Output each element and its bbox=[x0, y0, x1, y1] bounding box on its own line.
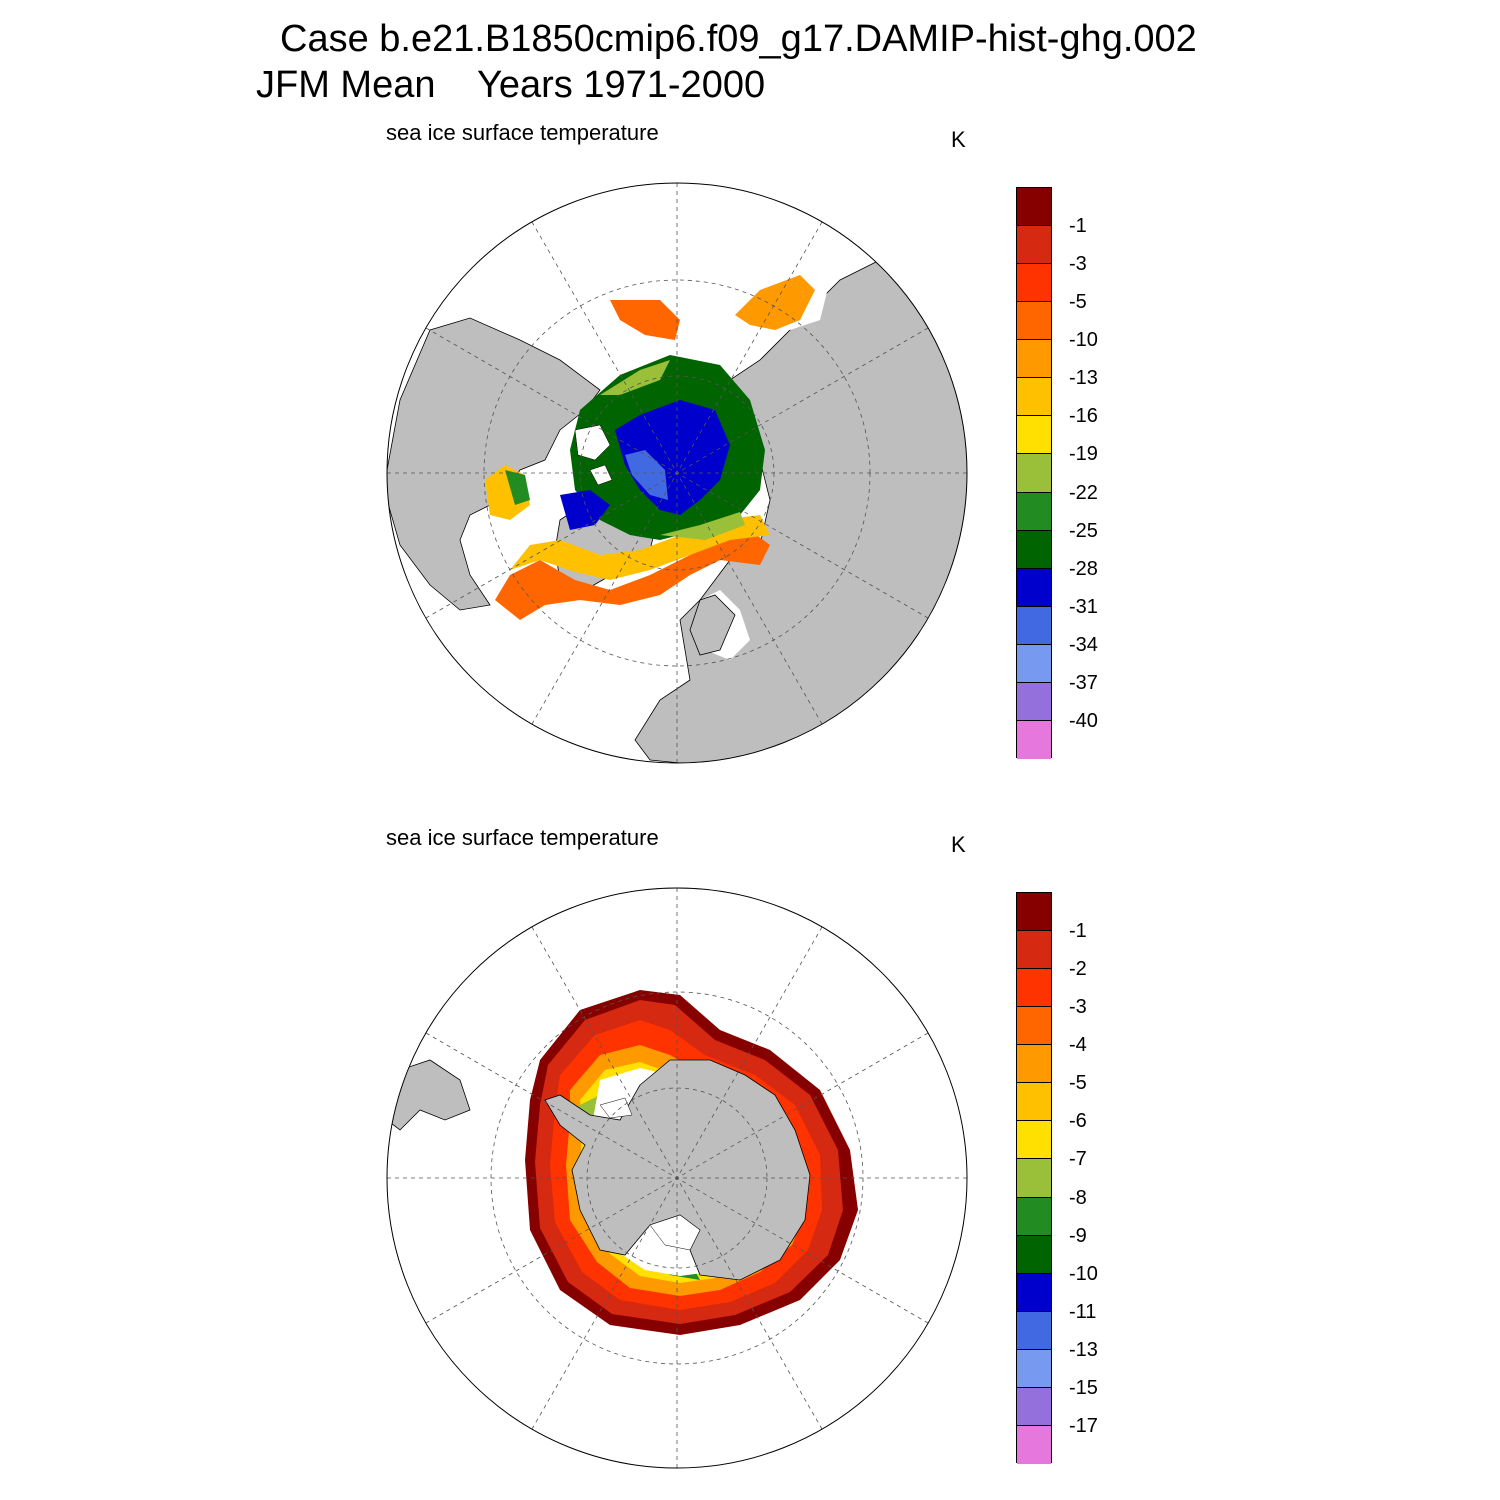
colorbar-tick-label: -15 bbox=[1069, 1376, 1098, 1399]
colorbar-swatch bbox=[1017, 682, 1051, 721]
colorbar-swatch bbox=[1017, 454, 1051, 493]
colorbar-swatch bbox=[1017, 1311, 1051, 1350]
case-title: Case b.e21.B1850cmip6.f09_g17.DAMIP-hist… bbox=[280, 18, 1197, 60]
south-polar-map bbox=[387, 888, 967, 1468]
south-map-border bbox=[386, 887, 968, 1469]
colorbar-tick-label: -11 bbox=[1069, 1300, 1097, 1323]
colorbar-tick-label: -4 bbox=[1069, 1034, 1087, 1057]
south-colorbar bbox=[1016, 892, 1052, 1464]
colorbar-tick-label: -10 bbox=[1069, 1262, 1098, 1285]
season-years-title: JFM Mean Years 1971-2000 bbox=[256, 64, 765, 107]
colorbar-swatch bbox=[1017, 1159, 1051, 1198]
colorbar-tick-label: -1 bbox=[1069, 920, 1087, 943]
colorbar-tick-label: -1 bbox=[1069, 215, 1087, 238]
colorbar-swatch bbox=[1017, 1273, 1051, 1312]
bering-sea-ice bbox=[610, 300, 680, 340]
colorbar-tick-label: -3 bbox=[1069, 996, 1087, 1019]
north-graticule bbox=[387, 183, 967, 763]
colorbar-swatch bbox=[1017, 416, 1051, 455]
colorbar-swatch bbox=[1017, 606, 1051, 645]
colorbar-swatch bbox=[1017, 720, 1051, 759]
colorbar-swatch bbox=[1017, 492, 1051, 531]
colorbar-swatch bbox=[1017, 893, 1051, 932]
colorbar-swatch bbox=[1017, 969, 1051, 1008]
colorbar-swatch bbox=[1017, 302, 1051, 341]
colorbar-tick-label: -8 bbox=[1069, 1186, 1087, 1209]
colorbar-swatch bbox=[1017, 1349, 1051, 1388]
colorbar-swatch bbox=[1017, 1045, 1051, 1084]
colorbar-swatch bbox=[1017, 644, 1051, 683]
colorbar-tick-label: -17 bbox=[1069, 1414, 1098, 1437]
colorbar-tick-label: -16 bbox=[1069, 405, 1098, 428]
north-map-border bbox=[386, 182, 968, 764]
colorbar-tick-label: -5 bbox=[1069, 1072, 1087, 1095]
colorbar-swatch bbox=[1017, 1425, 1051, 1464]
colorbar-swatch bbox=[1017, 340, 1051, 379]
north-panel-title: sea ice surface temperature bbox=[386, 120, 659, 145]
colorbar-swatch bbox=[1017, 1387, 1051, 1426]
colorbar-tick-label: -31 bbox=[1069, 595, 1098, 618]
season-label: JFM Mean bbox=[256, 64, 436, 106]
colorbar-tick-label: -10 bbox=[1069, 329, 1098, 352]
colorbar-swatch bbox=[1017, 1235, 1051, 1274]
colorbar-swatch bbox=[1017, 530, 1051, 569]
colorbar-tick-label: -25 bbox=[1069, 519, 1098, 542]
colorbar-swatch bbox=[1017, 226, 1051, 265]
colorbar-tick-label: -2 bbox=[1069, 958, 1087, 981]
colorbar-tick-label: -13 bbox=[1069, 1338, 1098, 1361]
colorbar-tick-label: -28 bbox=[1069, 557, 1098, 580]
south-panel-title: sea ice surface temperature bbox=[386, 825, 659, 850]
scandinavia-land bbox=[689, 594, 736, 656]
north-polar-map bbox=[387, 183, 967, 763]
colorbar-tick-label: -19 bbox=[1069, 443, 1098, 466]
south-graticule bbox=[387, 888, 967, 1468]
colorbar-tick-label: -3 bbox=[1069, 253, 1087, 276]
colorbar-swatch bbox=[1017, 1083, 1051, 1122]
colorbar-tick-label: -5 bbox=[1069, 291, 1087, 314]
colorbar-swatch bbox=[1017, 1007, 1051, 1046]
colorbar-tick-label: -9 bbox=[1069, 1224, 1087, 1247]
okhotsk-sea-ice bbox=[735, 275, 815, 330]
south-units-label: K bbox=[951, 832, 966, 857]
north-units-label: K bbox=[951, 127, 966, 152]
colorbar-swatch bbox=[1017, 1197, 1051, 1236]
colorbar-swatch bbox=[1017, 264, 1051, 303]
colorbar-tick-label: -37 bbox=[1069, 671, 1098, 694]
colorbar-tick-label: -22 bbox=[1069, 481, 1098, 504]
colorbar-tick-label: -7 bbox=[1069, 1148, 1087, 1171]
colorbar-swatch bbox=[1017, 931, 1051, 970]
colorbar-tick-label: -13 bbox=[1069, 367, 1098, 390]
colorbar-tick-label: -40 bbox=[1069, 709, 1098, 732]
colorbar-tick-label: -6 bbox=[1069, 1110, 1087, 1133]
north-sea-ice-warm-band bbox=[495, 530, 770, 620]
years-label: Years 1971-2000 bbox=[477, 64, 766, 106]
colorbar-swatch bbox=[1017, 188, 1051, 227]
north-america-land bbox=[387, 317, 601, 611]
colorbar-swatch bbox=[1017, 378, 1051, 417]
south-america-land bbox=[387, 1059, 471, 1131]
colorbar-swatch bbox=[1017, 1121, 1051, 1160]
north-colorbar bbox=[1016, 187, 1052, 759]
colorbar-swatch bbox=[1017, 568, 1051, 607]
colorbar-tick-label: -34 bbox=[1069, 633, 1098, 656]
